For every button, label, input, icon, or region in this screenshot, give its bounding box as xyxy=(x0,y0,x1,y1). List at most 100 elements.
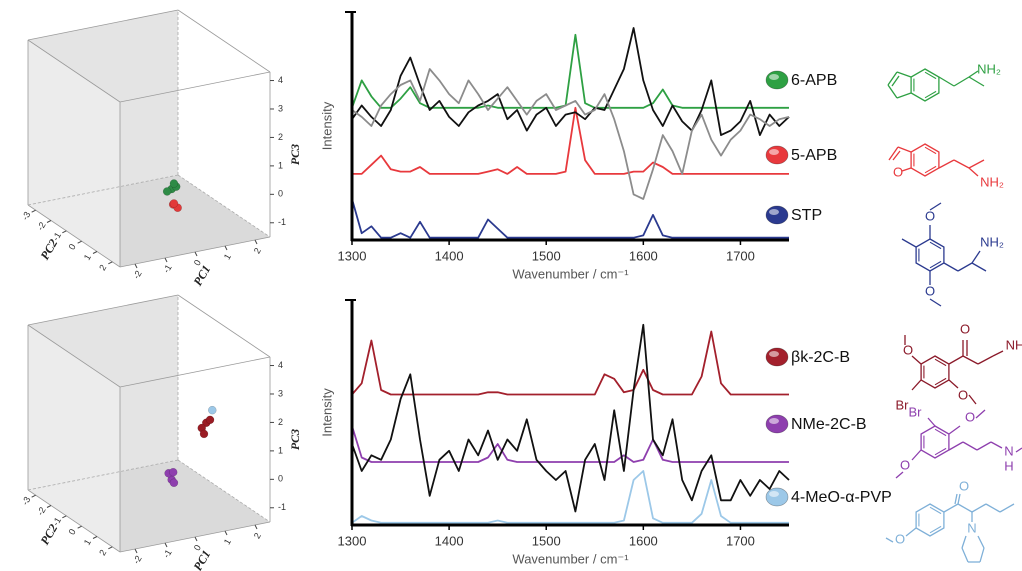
bond xyxy=(954,493,958,505)
spectrum-line xyxy=(351,330,789,396)
cube-face xyxy=(28,325,120,552)
x-tick xyxy=(194,251,198,257)
bond xyxy=(896,92,912,99)
bond xyxy=(948,425,961,435)
x-tick-label: 1300 xyxy=(338,248,367,263)
z-tick-label: 2 xyxy=(278,132,283,142)
point xyxy=(168,467,178,477)
x-tick xyxy=(164,542,168,548)
z-tick-label: 0 xyxy=(278,189,283,199)
x-tick-label: 1500 xyxy=(532,533,561,548)
bond xyxy=(888,146,899,161)
y-tick xyxy=(31,494,36,498)
bond xyxy=(957,262,973,272)
x-tick-label: 1600 xyxy=(629,533,658,548)
x-tick-label: 1600 xyxy=(629,248,658,263)
x-tick-label: 1300 xyxy=(338,533,367,548)
atom-label: O xyxy=(958,387,968,402)
x-tick-label: 2 xyxy=(252,246,263,255)
legend-label: STP xyxy=(791,207,822,224)
y-tick-label: 1 xyxy=(82,538,93,547)
legend-label: 6-APB xyxy=(791,72,837,89)
y-tick xyxy=(92,536,98,539)
x-tick-label: -1 xyxy=(161,263,174,275)
y-tick-label: -1 xyxy=(50,231,63,243)
bond xyxy=(887,84,898,99)
z-tick-label: -1 xyxy=(278,502,286,512)
atom-label: O xyxy=(965,409,975,424)
spectrum-line xyxy=(351,198,789,239)
x-tick-label: 2 xyxy=(252,531,263,540)
y-tick xyxy=(46,220,52,223)
x-tick xyxy=(134,548,138,554)
bond xyxy=(901,167,912,172)
bond xyxy=(953,76,970,87)
bond xyxy=(891,75,900,87)
atom-label: O xyxy=(895,531,905,546)
cube-edge xyxy=(27,174,179,206)
cube-edge xyxy=(119,356,271,388)
z-tick-label: 4 xyxy=(278,360,283,370)
atom-label: N xyxy=(1004,443,1013,458)
x-axis-label: Wavenumber / cm⁻¹ xyxy=(512,551,629,566)
cube-edge xyxy=(27,459,179,491)
spectrum-line xyxy=(351,470,789,524)
bond xyxy=(957,493,961,505)
y-tick-label: -3 xyxy=(20,495,33,507)
bond xyxy=(971,503,987,513)
spectrum-line xyxy=(351,27,790,136)
legend-marker xyxy=(765,414,789,434)
cube-edge xyxy=(27,489,121,553)
bond xyxy=(911,449,922,461)
x-tick-label: -1 xyxy=(161,548,174,560)
bond xyxy=(1015,447,1022,453)
bond xyxy=(985,503,1001,513)
y-tick xyxy=(77,240,82,244)
z-tick-label: 2 xyxy=(278,417,283,427)
bond xyxy=(938,76,955,87)
double-bond xyxy=(934,428,947,437)
double-bond xyxy=(924,165,937,174)
double-bond xyxy=(929,525,942,534)
bond xyxy=(905,527,917,537)
atom-label: H xyxy=(1004,458,1013,473)
point xyxy=(205,415,215,425)
z-tick-label: 0 xyxy=(278,474,283,484)
x-tick-label: -2 xyxy=(131,269,144,281)
z-tick-label: 3 xyxy=(278,103,283,113)
bond xyxy=(962,355,979,365)
bond xyxy=(948,379,959,389)
bond xyxy=(929,202,942,211)
y-tick-label: -2 xyxy=(35,220,48,232)
y-tick-label: -1 xyxy=(50,516,63,528)
y-tick xyxy=(77,525,82,529)
bond xyxy=(968,167,979,177)
x-tick xyxy=(254,524,258,530)
ring xyxy=(920,355,950,389)
y-tick xyxy=(92,251,98,254)
y-tick xyxy=(62,230,67,234)
legend-highlight xyxy=(769,209,779,215)
z-tick-label: -1 xyxy=(278,217,286,227)
legend-highlight xyxy=(769,491,779,497)
bond xyxy=(971,250,981,264)
y-tick-label: -2 xyxy=(35,505,48,517)
legend-marker xyxy=(765,145,789,165)
bond xyxy=(992,350,1004,357)
bond xyxy=(885,537,894,543)
legend-label: NMe-2C-B xyxy=(791,416,867,433)
x-tick-label: 1700 xyxy=(726,533,755,548)
atom-label: NH₂ xyxy=(977,61,1001,76)
legend-label: βk-2C-B xyxy=(791,349,850,366)
double-bond xyxy=(929,260,942,269)
double-bond xyxy=(924,71,937,80)
bond xyxy=(887,71,898,86)
z-tick-label: 1 xyxy=(278,160,283,170)
x-tick-label: 1700 xyxy=(726,248,755,263)
y-axis-label: Intensity xyxy=(319,388,334,437)
x-tick xyxy=(224,530,228,536)
ring xyxy=(910,143,940,177)
x-axis-label: PC1 xyxy=(191,263,214,288)
x-tick xyxy=(164,257,168,263)
